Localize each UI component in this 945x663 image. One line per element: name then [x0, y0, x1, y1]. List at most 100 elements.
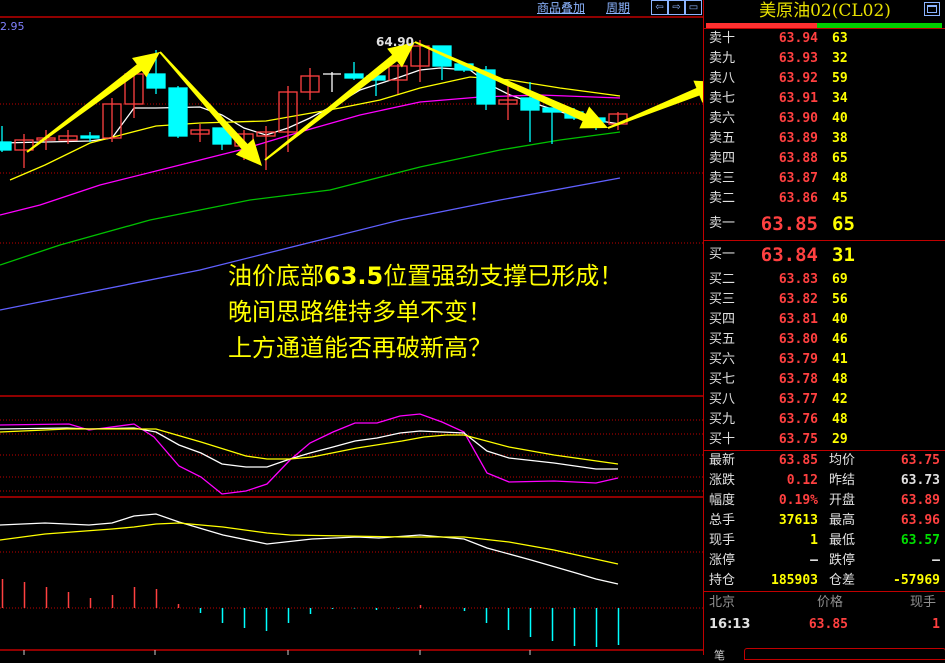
overlay-commodity-link[interactable]: 商品叠加	[537, 1, 586, 15]
bids-price: 63.81	[778, 312, 818, 327]
bids-price: 63.77	[778, 392, 818, 407]
bids-label: 买四	[709, 312, 736, 327]
bids-price: 63.75	[778, 432, 818, 447]
asks-label: 卖五	[709, 131, 736, 146]
candle-body	[14, 139, 34, 151]
trend-arrow	[264, 42, 415, 161]
tick-qty: 1	[932, 617, 940, 632]
asks-label: 卖十	[709, 31, 736, 46]
bids-row: 买九 63.76 48	[704, 410, 945, 430]
stat-label: 现手	[709, 533, 736, 548]
ticks-price-header: 价格	[817, 595, 844, 610]
bids-qty: 69	[832, 272, 848, 287]
bids-label: 买六	[709, 352, 736, 367]
candle-body	[520, 97, 540, 111]
bids-price: 63.79	[778, 352, 818, 367]
kdj-j-line	[0, 413, 619, 495]
asks-price: 63.87	[778, 171, 818, 186]
asks-row: 卖五 63.89 38	[704, 129, 945, 149]
arrow-left-icon[interactable]: ⇦	[651, 0, 668, 15]
annotation-line2: 晚间思路维持多单不变！	[228, 298, 492, 326]
asks-row: 卖三 63.87 48	[704, 169, 945, 189]
candle-body	[58, 135, 78, 141]
stat-label: 涨停	[709, 553, 736, 568]
kdj-indicator	[0, 413, 619, 495]
bids-row: 买十 63.75 29	[704, 430, 945, 450]
arrow-right-icon[interactable]: ⇨	[668, 0, 685, 15]
stat-label: 跌停	[829, 553, 856, 568]
stat-value: 1	[810, 533, 818, 548]
bids-price: 63.80	[778, 332, 818, 347]
tab-strip[interactable]	[744, 648, 945, 660]
grid-lines	[0, 16, 703, 655]
period-link[interactable]: 周期	[606, 1, 631, 15]
asks-price: 63.89	[778, 131, 818, 146]
stat-value: 63.89	[900, 493, 940, 508]
ticks-qty-header: 现手	[910, 595, 937, 610]
candle-body	[0, 141, 12, 151]
tick-time: 16:13	[709, 617, 751, 632]
bids-price: 63.83	[778, 272, 818, 287]
candle-body	[476, 69, 496, 105]
tab-ticks[interactable]: 笔	[714, 649, 725, 662]
trend-arrow	[414, 41, 608, 129]
ticks-place: 北京	[709, 595, 736, 610]
asks-price: 63.85	[760, 213, 818, 235]
candle-body	[278, 91, 298, 133]
candlestick-chart[interactable]	[0, 0, 703, 655]
stat-label: 仓差	[829, 573, 856, 588]
price-scale-top: 2.95	[0, 20, 25, 33]
kdj-k-line	[0, 427, 618, 470]
candle-body	[80, 135, 100, 139]
stat-value: 37613	[778, 513, 818, 528]
bids-qty: 29	[832, 432, 848, 447]
stat-label: 最新	[709, 453, 736, 468]
candle-body	[190, 129, 210, 135]
asks-qty: 32	[832, 51, 848, 66]
trend-arrow	[159, 51, 262, 166]
candle-body	[410, 45, 430, 67]
stat-label: 最低	[829, 533, 856, 548]
layout-icon[interactable]: ▭	[685, 0, 702, 15]
divider	[704, 591, 945, 592]
stat-value: 63.85	[778, 453, 818, 468]
ma120-line	[0, 177, 621, 311]
stat-label: 最高	[829, 513, 856, 528]
asks-label: 卖二	[709, 191, 736, 206]
bids-label: 买十	[709, 432, 736, 447]
ask-ratio-fill	[706, 23, 817, 28]
bids-price: 63.76	[778, 412, 818, 427]
asks-label: 卖八	[709, 71, 736, 86]
annotation-line1-num: 63.5	[324, 262, 384, 290]
divider	[704, 240, 945, 241]
trend-arrows	[26, 41, 703, 166]
candles	[0, 40, 628, 170]
bids-price: 63.78	[778, 372, 818, 387]
asks-row: 卖十 63.94 63	[704, 29, 945, 49]
instrument-title: 美原油02(CL02)	[759, 1, 891, 21]
asks-qty: 59	[832, 71, 848, 86]
bids-row: 买六 63.79 41	[704, 350, 945, 370]
maximize-icon[interactable]	[924, 2, 940, 16]
bids-price: 63.82	[778, 292, 818, 307]
bids-label: 买八	[709, 392, 736, 407]
asks-qty: 65	[832, 151, 848, 166]
stat-label: 昨结	[829, 473, 856, 488]
bids-qty: 48	[832, 372, 848, 387]
bids-label: 买一	[709, 247, 736, 262]
bids-row: 买三 63.82 56	[704, 290, 945, 310]
stat-value: 63.96	[900, 513, 940, 528]
asks-price: 63.93	[778, 51, 818, 66]
asks-qty: 38	[832, 131, 848, 146]
bids-row: 买四 63.81 40	[704, 310, 945, 330]
asks-label: 卖九	[709, 51, 736, 66]
asks-label: 卖三	[709, 171, 736, 186]
asks-price: 63.92	[778, 71, 818, 86]
bids-label: 买九	[709, 412, 736, 427]
asks-label: 卖六	[709, 111, 736, 126]
asks-label: 卖七	[709, 91, 736, 106]
candle-body	[344, 73, 364, 79]
divider	[704, 450, 945, 451]
kdj-d-line	[0, 428, 619, 465]
bids-qty: 40	[832, 312, 848, 327]
